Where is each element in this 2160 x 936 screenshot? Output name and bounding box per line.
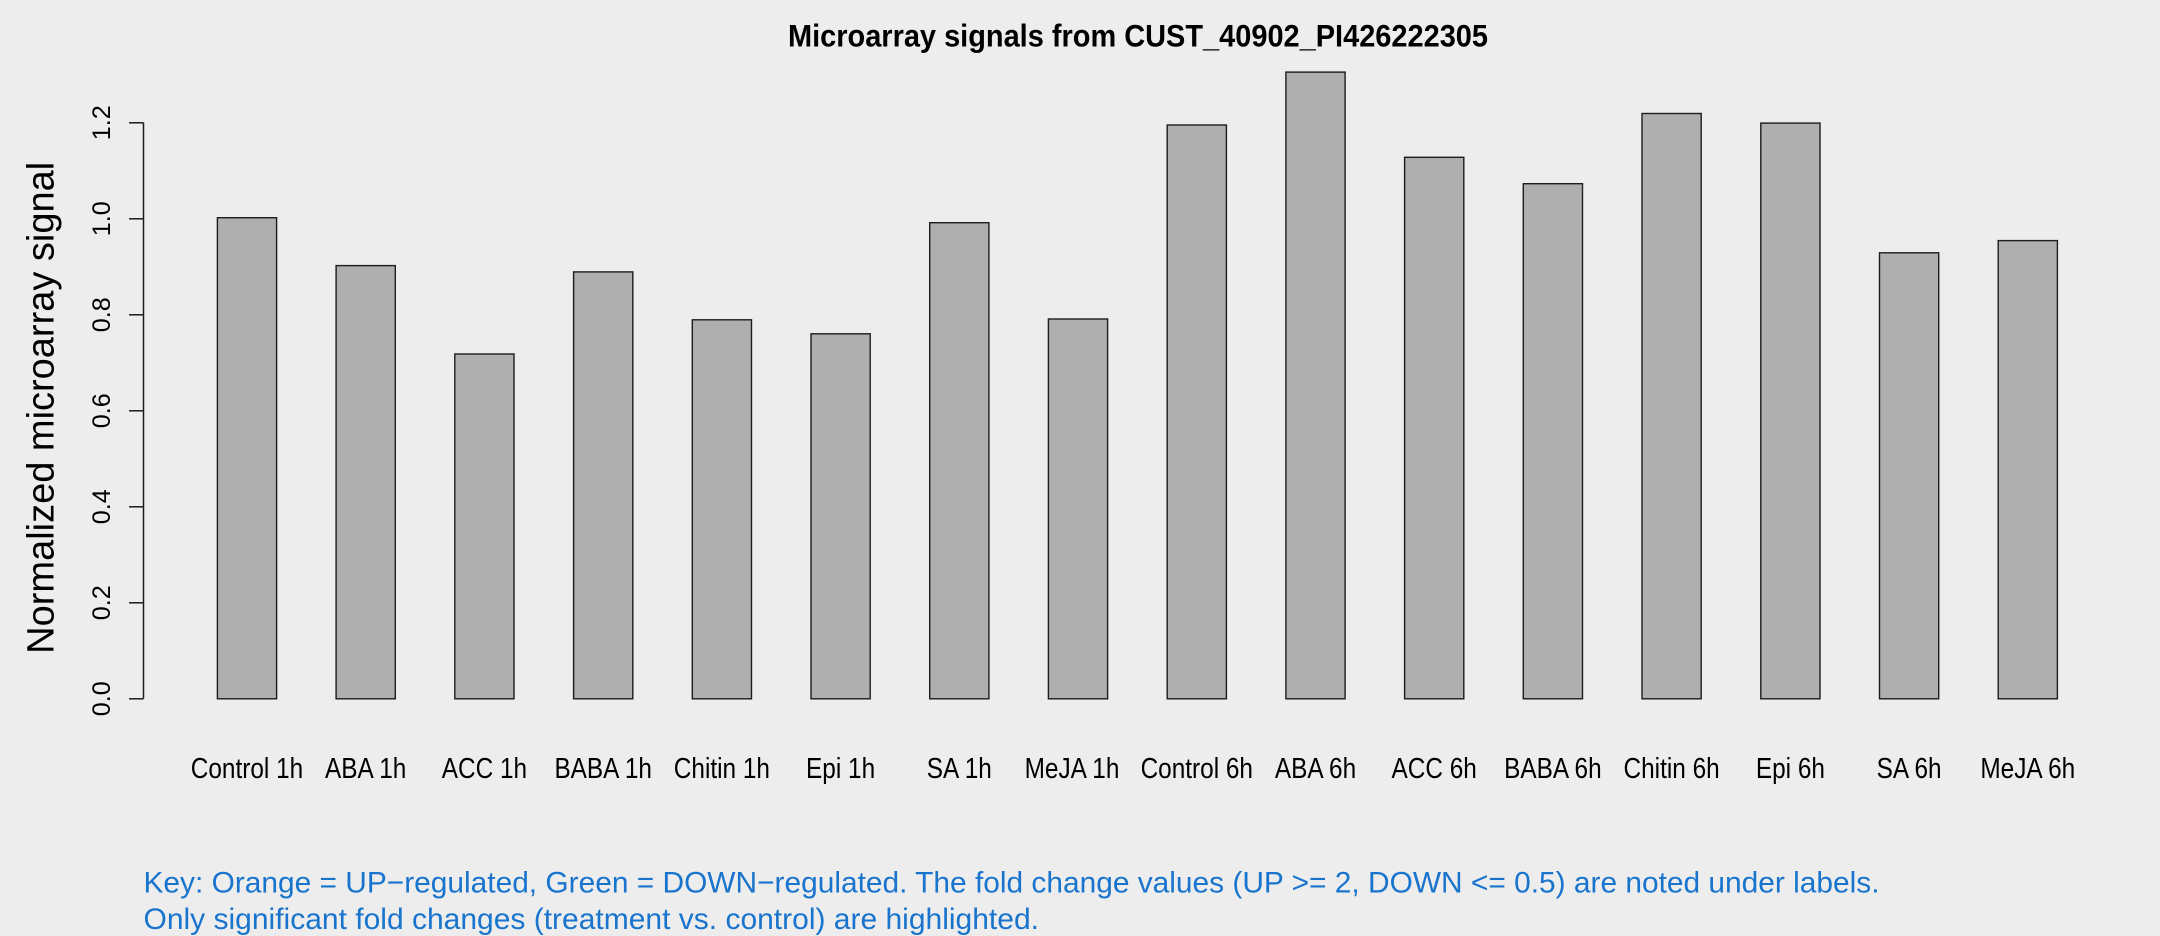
svg-text:0.8: 0.8 [88,297,116,332]
svg-text:0.2: 0.2 [88,585,116,620]
svg-text:Control 1h: Control 1h [191,753,303,785]
svg-text:Chitin 1h: Chitin 1h [674,753,770,785]
svg-text:ABA 6h: ABA 6h [1275,753,1356,785]
svg-text:Control 6h: Control 6h [1141,753,1253,785]
svg-text:BABA 1h: BABA 1h [554,753,652,785]
svg-text:SA 1h: SA 1h [927,753,992,785]
svg-text:0.0: 0.0 [88,681,116,716]
svg-text:MeJA 1h: MeJA 1h [1025,753,1120,785]
svg-text:1.0: 1.0 [88,201,116,236]
svg-text:Chitin 6h: Chitin 6h [1624,753,1720,785]
svg-text:SA 6h: SA 6h [1877,753,1942,785]
svg-text:ACC 1h: ACC 1h [442,753,527,785]
svg-text:0.6: 0.6 [88,393,116,428]
svg-text:BABA 6h: BABA 6h [1504,753,1602,785]
svg-text:Key: Orange = UP−regulated, Gr: Key: Orange = UP−regulated, Green = DOWN… [144,866,1880,899]
svg-text:ACC 6h: ACC 6h [1392,753,1477,785]
svg-text:Epi 1h: Epi 1h [806,753,875,785]
svg-text:1.2: 1.2 [88,105,116,140]
svg-text:Only significant fold changes: Only significant fold changes (treatment… [144,903,1039,936]
svg-text:ABA 1h: ABA 1h [325,753,406,785]
svg-text:0.4: 0.4 [88,489,116,524]
svg-text:Microarray signals from CUST_4: Microarray signals from CUST_40902_PI426… [788,18,1488,54]
svg-text:Normalized microarray signal: Normalized microarray signal [21,162,63,654]
svg-text:Epi 6h: Epi 6h [1756,753,1825,785]
svg-text:MeJA 6h: MeJA 6h [1980,753,2075,785]
